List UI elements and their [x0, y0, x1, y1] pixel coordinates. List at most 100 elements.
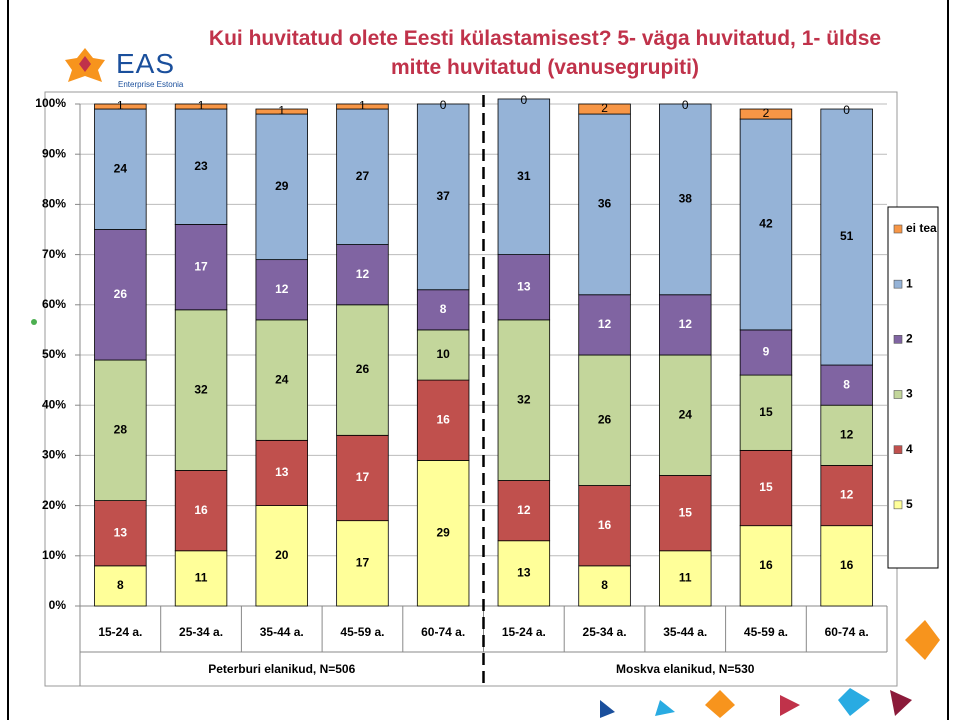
- y-tick-label: 20%: [42, 498, 66, 512]
- data-label: 17: [356, 470, 370, 484]
- data-label: 16: [598, 518, 612, 532]
- data-label: 12: [517, 503, 531, 517]
- data-label: 15: [759, 405, 773, 419]
- legend-swatch: [894, 335, 902, 343]
- data-label: 16: [759, 558, 773, 572]
- legend-label: ei tea: [906, 221, 937, 235]
- data-label: 11: [195, 571, 208, 585]
- data-label: 26: [598, 412, 612, 426]
- data-label: 36: [598, 197, 612, 211]
- legend-label: 3: [906, 387, 913, 401]
- x-tick-label: 60-74 a.: [421, 625, 465, 639]
- y-tick-label: 60%: [42, 297, 66, 311]
- x-tick-label: 35-44 a.: [663, 625, 707, 639]
- data-label: 0: [682, 98, 689, 112]
- data-label: 38: [679, 192, 693, 206]
- y-tick-label: 0%: [49, 598, 67, 612]
- x-tick-label: 45-59 a.: [744, 625, 788, 639]
- data-label: 20: [275, 548, 289, 562]
- data-label: 11: [679, 571, 692, 585]
- data-label: 12: [840, 488, 854, 502]
- legend-swatch: [894, 225, 902, 233]
- data-label: 16: [436, 412, 450, 426]
- legend-swatch: [894, 280, 902, 288]
- x-tick-label: 60-74 a.: [825, 625, 869, 639]
- data-label: 1: [198, 99, 205, 113]
- data-label: 29: [436, 525, 450, 539]
- data-label: 42: [759, 217, 773, 231]
- data-label: 32: [194, 382, 208, 396]
- legend-label: 1: [906, 276, 913, 290]
- data-label: 8: [440, 302, 447, 316]
- legend-label: 4: [906, 442, 913, 456]
- logo-subtitle: Enterprise Estonia: [118, 80, 183, 89]
- y-tick-label: 80%: [42, 197, 66, 211]
- y-tick-label: 40%: [42, 397, 66, 411]
- x-tick-label: 35-44 a.: [260, 625, 304, 639]
- y-tick-label: 90%: [42, 146, 66, 160]
- data-label: 51: [840, 229, 854, 243]
- group-label: Moskva elanikud, N=530: [616, 662, 755, 676]
- x-tick-label: 15-24 a.: [98, 625, 142, 639]
- data-label: 0: [843, 103, 850, 117]
- data-label: 12: [356, 267, 370, 281]
- y-tick-label: 70%: [42, 247, 66, 261]
- data-label: 12: [275, 282, 289, 296]
- logo-name: EAS: [116, 48, 175, 80]
- data-label: 17: [356, 556, 370, 570]
- chart: 0%10%20%30%40%50%60%70%80%90%100%8132826…: [0, 0, 955, 720]
- data-label: 13: [114, 525, 128, 539]
- data-label: 26: [356, 362, 370, 376]
- data-label: 1: [278, 104, 285, 118]
- data-label: 32: [517, 392, 531, 406]
- data-label: 16: [840, 558, 854, 572]
- data-label: 2: [763, 106, 770, 120]
- group-label: Peterburi elanikud, N=506: [208, 662, 355, 676]
- data-label: 27: [356, 169, 370, 183]
- data-label: 0: [440, 98, 447, 112]
- data-label: 8: [601, 578, 608, 592]
- data-label: 17: [194, 259, 208, 273]
- data-label: 12: [840, 427, 854, 441]
- data-label: 15: [679, 505, 693, 519]
- legend-box: [888, 207, 938, 568]
- data-label: 16: [194, 503, 208, 517]
- data-label: 2: [601, 101, 608, 115]
- data-label: 10: [436, 347, 450, 361]
- data-label: 37: [436, 189, 450, 203]
- data-label: 31: [517, 169, 531, 183]
- y-tick-label: 100%: [35, 96, 66, 110]
- data-label: 23: [194, 159, 208, 173]
- data-label: 13: [275, 465, 289, 479]
- data-label: 1: [117, 99, 124, 113]
- logo-icon: [60, 46, 110, 86]
- data-label: 12: [598, 317, 612, 331]
- data-label: 13: [517, 279, 531, 293]
- data-label: 24: [275, 372, 289, 386]
- data-label: 8: [843, 377, 850, 391]
- page: {"logo": {"name": "EAS", "subtitle": "En…: [0, 0, 955, 720]
- data-label: 24: [114, 161, 128, 175]
- legend-swatch: [894, 501, 902, 509]
- legend-swatch: [894, 446, 902, 454]
- data-label: 0: [521, 93, 528, 107]
- data-label: 29: [275, 179, 289, 193]
- x-tick-label: 45-59 a.: [340, 625, 384, 639]
- x-tick-label: 25-34 a.: [179, 625, 223, 639]
- legend-label: 5: [906, 497, 913, 511]
- y-tick-label: 10%: [42, 548, 66, 562]
- decoration: [31, 319, 940, 718]
- data-label: 13: [517, 566, 531, 580]
- data-label: 24: [679, 407, 693, 421]
- legend-swatch: [894, 391, 902, 399]
- data-label: 15: [759, 480, 773, 494]
- data-label: 9: [763, 345, 770, 359]
- y-tick-label: 50%: [42, 347, 66, 361]
- data-label: 8: [117, 578, 124, 592]
- y-tick-label: 30%: [42, 448, 66, 462]
- x-tick-label: 25-34 a.: [583, 625, 627, 639]
- x-tick-label: 15-24 a.: [502, 625, 546, 639]
- chart-title: Kui huvitatud olete Eesti külastamisest?…: [205, 24, 885, 82]
- data-label: 26: [114, 287, 128, 301]
- data-label: 28: [114, 422, 128, 436]
